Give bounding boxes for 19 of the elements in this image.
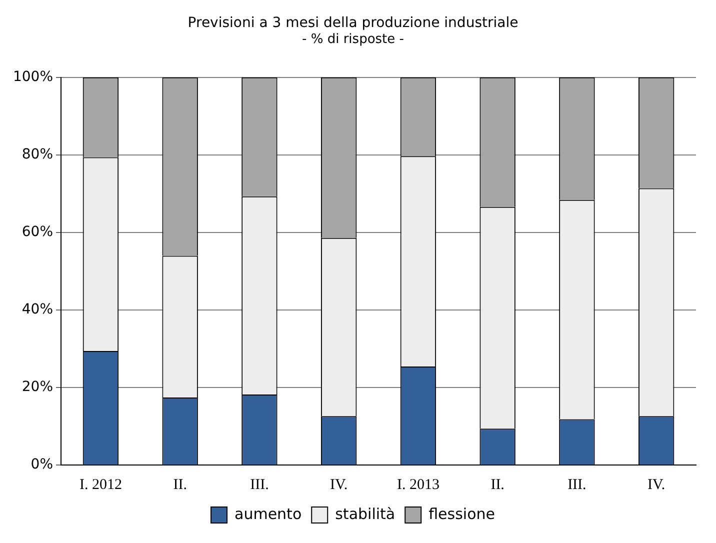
y-tick-label: 100% [12,69,54,86]
x-tick-label: II. [173,476,187,493]
x-tick-label: III. [250,476,269,493]
y-tick-label: 20% [22,379,54,396]
x-tick-label: I. 2013 [396,476,440,493]
y-tick-label: 60% [22,224,54,240]
x-tick-label: II. [490,476,504,493]
y-tick-label: 80% [22,146,54,163]
legend-label: aumento [234,504,302,523]
x-tick-label: III. [568,476,586,493]
x-tick-label: I. 2012 [79,476,122,493]
legend-label: stabilità [335,504,396,523]
x-tick-label: IV. [647,476,666,493]
legend-label: flessione [428,504,495,523]
x-tick-label: IV. [330,476,348,493]
chart-title: Previsioni a 3 mesi della produzione industriale [188,15,518,32]
y-tick-label: 0% [30,456,54,473]
y-tick-label: 40% [22,302,54,318]
chart-subtitle: - % di risposte - [302,32,404,47]
